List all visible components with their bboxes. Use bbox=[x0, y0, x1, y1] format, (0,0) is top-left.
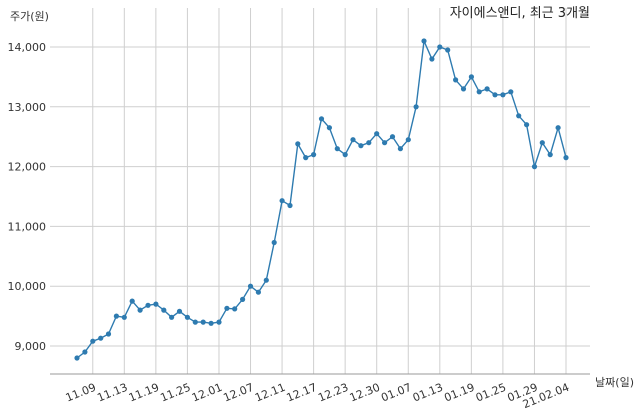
chart-title: 자이에스앤디, 최근 3개월 bbox=[450, 6, 590, 21]
x-tick-label: 11.19 bbox=[127, 381, 161, 405]
y-tick-label: 9,000 bbox=[15, 340, 47, 353]
data-point bbox=[137, 307, 143, 313]
y-tick-label: 11,000 bbox=[8, 220, 47, 233]
data-point bbox=[358, 143, 364, 149]
data-point bbox=[192, 319, 198, 325]
data-point bbox=[318, 116, 325, 122]
data-point bbox=[334, 146, 340, 152]
data-point bbox=[82, 349, 88, 355]
data-point bbox=[500, 92, 506, 98]
data-point bbox=[121, 314, 127, 320]
y-tick-label: 12,000 bbox=[8, 161, 47, 174]
data-point bbox=[342, 152, 348, 158]
data-point bbox=[295, 141, 301, 147]
x-tick-label: 01.07 bbox=[379, 381, 413, 405]
data-point bbox=[389, 134, 396, 140]
x-tick-label: 11.13 bbox=[95, 381, 129, 405]
data-point bbox=[240, 296, 246, 302]
data-point bbox=[247, 283, 254, 289]
data-point bbox=[311, 152, 317, 158]
data-point bbox=[476, 89, 482, 95]
series bbox=[74, 38, 569, 361]
data-point bbox=[98, 335, 104, 341]
data-point bbox=[555, 125, 561, 131]
x-tick-label: 12.30 bbox=[348, 381, 382, 405]
data-point bbox=[279, 198, 285, 204]
data-point bbox=[531, 164, 538, 170]
data-point bbox=[539, 140, 545, 146]
data-point bbox=[153, 301, 159, 307]
data-point bbox=[421, 38, 427, 44]
data-point bbox=[169, 314, 175, 320]
data-point bbox=[129, 298, 135, 304]
y-tick-label: 10,000 bbox=[8, 280, 47, 293]
data-point bbox=[445, 47, 451, 53]
data-point bbox=[161, 307, 167, 313]
data-point bbox=[547, 152, 553, 158]
x-tick-label: 01.19 bbox=[442, 381, 476, 405]
grid bbox=[50, 8, 590, 374]
data-point bbox=[460, 86, 467, 92]
data-point bbox=[397, 146, 403, 152]
data-point bbox=[271, 239, 277, 246]
data-point bbox=[208, 320, 214, 326]
y-tick-label: 13,000 bbox=[8, 101, 47, 114]
x-tick-label: 12.17 bbox=[285, 381, 319, 405]
data-point bbox=[374, 131, 380, 137]
data-point bbox=[326, 125, 332, 131]
data-point bbox=[216, 319, 222, 325]
x-tick-labels: 11.0911.1311.1911.2512.0112.0712.1112.17… bbox=[64, 381, 571, 411]
series-line bbox=[76, 38, 567, 359]
y-tick-label: 14,000 bbox=[8, 41, 47, 54]
data-point bbox=[563, 155, 569, 161]
data-point bbox=[145, 302, 151, 308]
data-point bbox=[429, 56, 435, 62]
data-point bbox=[287, 202, 293, 209]
data-point bbox=[90, 338, 96, 344]
data-point bbox=[232, 306, 238, 312]
data-point bbox=[405, 137, 411, 143]
x-tick-label: 01.13 bbox=[411, 381, 445, 405]
data-point bbox=[113, 313, 119, 319]
y-tick-labels: 9,000 10,000 11,000 12,000 13,000 14,000 bbox=[8, 41, 47, 353]
x-tick-label: 12.23 bbox=[316, 381, 350, 405]
data-point bbox=[492, 92, 498, 98]
data-point bbox=[200, 319, 206, 325]
x-tick-label: 11.25 bbox=[158, 381, 192, 405]
data-point bbox=[382, 140, 388, 146]
x-tick-label: 12.11 bbox=[253, 381, 287, 405]
data-point bbox=[263, 277, 269, 283]
data-point bbox=[74, 355, 80, 361]
data-point bbox=[350, 137, 356, 143]
y-axis-title: 주가(원) bbox=[10, 10, 49, 23]
data-point bbox=[413, 104, 419, 110]
data-point bbox=[184, 314, 190, 320]
data-point bbox=[303, 155, 309, 161]
data-point bbox=[224, 305, 230, 311]
data-point bbox=[524, 122, 530, 128]
x-tick-label: 12.01 bbox=[190, 381, 224, 405]
x-tick-label: 12.07 bbox=[222, 381, 256, 405]
data-point bbox=[437, 44, 443, 50]
x-tick-label: 11.09 bbox=[64, 381, 98, 405]
x-tick-label: 01.25 bbox=[474, 381, 508, 405]
data-point bbox=[468, 74, 474, 80]
data-point bbox=[484, 86, 490, 92]
data-point bbox=[508, 89, 514, 95]
data-point bbox=[255, 289, 261, 295]
data-point bbox=[366, 140, 372, 146]
x-axis-title: 날짜(일) bbox=[595, 375, 634, 389]
data-point bbox=[105, 331, 112, 337]
data-point bbox=[516, 113, 522, 119]
data-point bbox=[453, 77, 459, 83]
data-point bbox=[176, 308, 183, 314]
